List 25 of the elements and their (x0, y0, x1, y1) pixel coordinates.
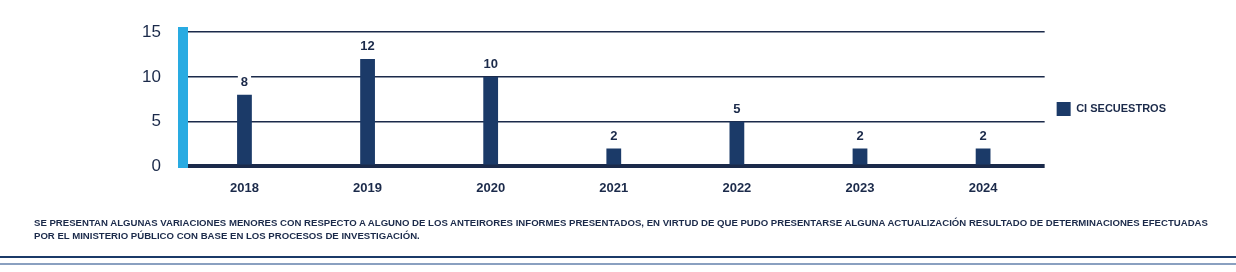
data-label: 8 (240, 73, 249, 89)
data-label: 2 (856, 127, 864, 143)
bar (360, 59, 375, 165)
bar (237, 94, 252, 165)
data-label: 12 (360, 38, 375, 54)
x-tick-label: 2024 (968, 179, 999, 195)
y-tick-label: 0 (151, 156, 161, 176)
data-label: 2 (979, 127, 987, 143)
x-tick-label: 2021 (599, 179, 629, 195)
y-tick-label: 10 (141, 66, 161, 86)
bar (483, 76, 499, 165)
y-tick-label: 15 (141, 21, 161, 41)
y-tick-label: 5 (151, 111, 161, 131)
x-tick-label: 2022 (722, 179, 752, 195)
data-label: 10 (483, 56, 498, 72)
text: SE PRESENTAN ALGUNAS VARIACIONES MENORES CON RESPECTO A ALGUNO DE LOS ANTEIRORES INFORMES PRESENTADOS, EN VIRTUD DE QUE PUDO PRESENTARSE ALGUNA ACTUALIZACIÓN RESULTADO DE DETERMINACIONES EFECTUADAS POR EL MINISTERIO PÚBLICO CON BASE EN LOS PROCESOS DE INVESTIGACIÓN. (34, 216, 1209, 242)
x-tick-label: 2019 (353, 179, 383, 195)
bar (606, 148, 622, 165)
x-tick-label: 2023 (845, 179, 875, 195)
bar (729, 121, 745, 165)
legend-label: CI SECUESTROS (1076, 102, 1167, 115)
x-tick-label: 2020 (476, 179, 506, 195)
data-label: 2 (610, 127, 618, 143)
x-tick-label: 2018 (230, 179, 259, 195)
data-label: 5 (733, 100, 741, 116)
